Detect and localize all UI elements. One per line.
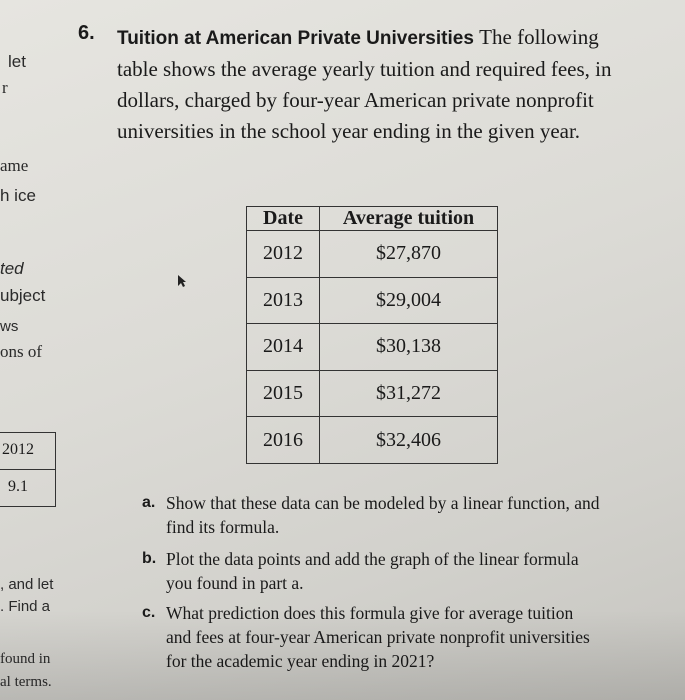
cell-date: 2015 [246,369,320,418]
fragment-9-1: 9.1 [8,478,28,495]
question-a: a. Show that these data can be modeled b… [142,491,602,539]
fragment-ted: ted [0,259,24,278]
problem-statement: Tuition at American Private Universities… [117,22,622,147]
fragment-r: r [2,78,8,97]
table-row: 2013 $29,004 [246,276,498,325]
mouse-pointer-icon [178,275,186,287]
fragment-ons-of: ons of [0,342,43,361]
question-a-text: Show that these data can be modeled by a… [166,493,600,537]
fragment-let: let [8,52,26,71]
column-header-date: Date [246,206,320,231]
question-c-label: c. [142,604,156,621]
fragment-al-terms: al terms. [0,674,52,690]
cell-tuition: $32,406 [319,416,498,464]
fragment-found-in: found in [0,651,51,667]
table-row: 2012 $27,870 [246,230,498,278]
table-row: 2015 $31,272 [246,369,498,418]
cell-date: 2013 [246,276,320,325]
column-header-average-tuition: Average tuition [319,206,498,231]
fragment-table-cell-9-1: 9.1 [0,469,56,507]
fragment-h-ice: h ice [0,186,36,205]
table-row: 2016 $32,406 [246,416,498,464]
fragment-2012: 2012 [2,441,34,458]
question-b: b. Plot the data points and add the grap… [142,547,602,595]
fragment-ame: ame [0,156,29,175]
table-header-row: Date Average tuition [246,206,498,231]
table-row: 2014 $30,138 [246,323,498,371]
cell-tuition: $31,272 [319,369,498,418]
cell-date: 2012 [246,230,320,278]
fragment-ubject: ubject [0,286,46,305]
problem-title: Tuition at American Private Universities [117,28,480,49]
fragment-table-cell-2012: 2012 [0,432,56,470]
question-c-text: What prediction does this formula give f… [166,603,590,671]
problem-number: 6. [78,22,95,44]
question-c: c. What prediction does this formula giv… [142,601,602,673]
cell-tuition: $29,004 [319,276,498,325]
question-b-text: Plot the data points and add the graph o… [166,549,579,593]
tuition-table: Date Average tuition 2012 $27,870 2013 $… [246,206,498,464]
question-b-label: b. [142,550,157,567]
cell-tuition: $27,870 [319,230,498,278]
problem-text: The following table shows the average ye… [117,25,612,143]
fragment-ws: ws [0,318,19,335]
cell-date: 2014 [246,323,320,371]
cell-date: 2016 [246,416,320,464]
fragment-and-let: , and let [0,576,54,593]
fragment-find-a: . Find a [0,598,51,615]
cell-tuition: $30,138 [319,323,498,371]
question-a-label: a. [142,494,156,511]
adjacent-column-fragments: let r ame h ice ted ubject ws ons of 201… [0,0,75,700]
